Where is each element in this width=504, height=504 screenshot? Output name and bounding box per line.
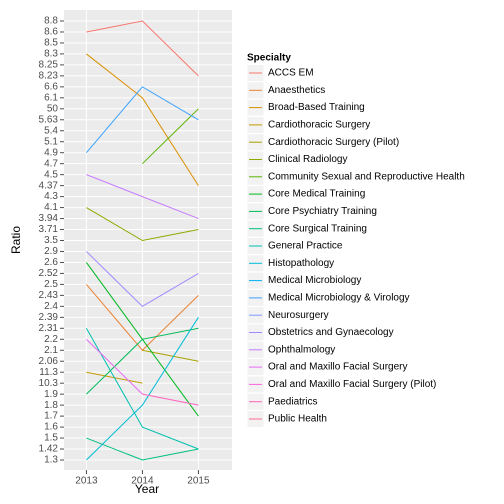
legend-label: Histopathology [268, 258, 334, 269]
y-tick-label: 2.1 [44, 345, 58, 356]
legend-label: Obstetrics and Gynaecology [268, 327, 394, 338]
y-tick-label: 4.1 [44, 202, 58, 213]
legend-label: Cardiothoracic Surgery (Pilot) [268, 137, 399, 148]
series-line [86, 174, 199, 220]
y-tick-label: 5.63 [39, 114, 59, 125]
y-tick-label: 3.71 [39, 224, 59, 235]
legend-label: Cardiothoracic Surgery [268, 120, 370, 131]
y-tick-label: 8.6 [44, 27, 58, 38]
legend-label: Medical Microbiology [268, 275, 361, 286]
y-tick-label: 8.25 [39, 60, 59, 71]
legend-label: Paediatrics [268, 396, 317, 407]
x-tick-label: 2013 [75, 476, 98, 487]
legend-label: Oral and Maxillo Facial Surgery (Pilot) [268, 379, 436, 390]
y-tick-label: 2.52 [39, 268, 59, 279]
y-tick-label: 3.94 [39, 213, 59, 224]
legend-label: Core Medical Training [268, 189, 365, 200]
y-tick-label: 1.3 [44, 455, 58, 466]
y-tick-label: 2.9 [44, 246, 58, 257]
legend-label: Medical Microbiology & Virology [268, 293, 410, 304]
x-tick-label: 2015 [187, 476, 210, 487]
y-tick-label: 1.5 [44, 433, 58, 444]
y-tick-label: 2.6 [44, 257, 58, 268]
legend-label: Community Sexual and Reproductive Health [268, 171, 465, 182]
legend-label: Neurosurgery [268, 310, 329, 321]
y-tick-label: 1.9 [44, 389, 58, 400]
y-tick-label: 8.5 [44, 38, 58, 49]
y-tick-label: 4.37 [39, 180, 59, 191]
y-tick-label: 4.3 [44, 191, 58, 202]
y-tick-label: 2.5 [44, 279, 58, 290]
series-line [86, 20, 199, 77]
legend-label: General Practice [268, 241, 343, 252]
y-tick-label: 5.1 [44, 136, 58, 147]
series-line [86, 251, 199, 307]
series-line [142, 393, 199, 406]
legend-label: Public Health [268, 414, 327, 425]
legend-label: Clinical Radiology [268, 154, 347, 165]
y-tick-label: 8.23 [39, 71, 59, 82]
y-tick-label: 2.31 [39, 323, 59, 334]
y-tick-label: 1.7 [44, 411, 58, 422]
x-tick-label: 2014 [131, 476, 154, 487]
y-tick-label: 1.8 [44, 400, 58, 411]
y-tick-label: 8.8 [44, 16, 58, 27]
series-line [86, 86, 199, 154]
series-line [86, 437, 199, 461]
y-tick-label: 1.42 [39, 444, 59, 455]
legend-label: Ophthalmology [268, 344, 335, 355]
x-axis-label: Year [135, 482, 159, 496]
y-tick-label: 2.2 [44, 334, 58, 345]
series-line [86, 207, 199, 242]
y-tick-label: 6.6 [44, 81, 58, 92]
legend-title: Specialty [247, 53, 291, 64]
legend-label: Core Surgical Training [268, 223, 367, 234]
y-tick-label: 1.6 [44, 422, 58, 433]
legend-label: ACCS EM [268, 68, 314, 79]
y-tick-label: 10.3 [39, 378, 59, 389]
legend-label: Anaesthetics [268, 85, 325, 96]
y-tick-label: 2.4 [44, 301, 58, 312]
series-line [85, 328, 199, 450]
y-tick-label: 8.3 [44, 49, 58, 60]
series-line [86, 327, 199, 395]
y-tick-label: 2.39 [39, 312, 59, 323]
y-axis-label: Ratio [9, 226, 23, 254]
y-tick-label: 4.7 [44, 158, 58, 169]
y-tick-label: 50 [47, 103, 59, 114]
y-tick-label: 2.06 [39, 356, 59, 367]
legend-label: Oral and Maxillo Facial Surgery [268, 362, 408, 373]
series-line [86, 53, 199, 186]
series-line [86, 317, 199, 461]
y-tick-label: 4.9 [44, 147, 58, 158]
series-line [142, 108, 199, 165]
y-tick-label: 5.4 [44, 125, 58, 136]
legend-label: Core Psychiatry Training [268, 206, 377, 217]
series-line [86, 338, 143, 395]
legend-label: Broad-Based Training [268, 102, 365, 113]
y-tick-label: 4.5 [44, 169, 58, 180]
y-tick-label: 3.5 [44, 235, 58, 246]
y-tick-label: 2.43 [39, 290, 59, 301]
y-tick-label: 11.3 [39, 367, 58, 378]
y-tick-label: 6.1 [44, 92, 58, 103]
